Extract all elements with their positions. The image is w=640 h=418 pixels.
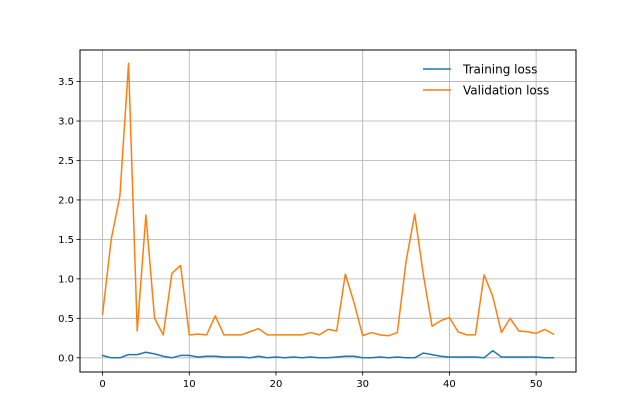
legend-label: Training loss xyxy=(462,63,537,77)
y-tick-label: 1.0 xyxy=(58,274,74,285)
y-tick-label: 2.0 xyxy=(58,195,74,206)
y-tick-label: 1.5 xyxy=(58,235,74,246)
series-line-validation-loss xyxy=(101,62,555,337)
y-tick-label: 3.5 xyxy=(58,77,74,88)
series-lines xyxy=(101,62,555,359)
series-line-training-loss xyxy=(101,349,555,359)
y-tick-label: 3.0 xyxy=(58,117,74,128)
grid-lines xyxy=(80,50,576,372)
x-tick-label: 50 xyxy=(530,379,543,390)
axis-ticks: 0 10 20 30 40 50 0.0 0.5 1.0 1.5 2.0 2.5 3.0 3.5 xyxy=(58,77,542,390)
y-tick-label: 0.0 xyxy=(58,353,74,364)
y-tick-label: 0.5 xyxy=(58,314,74,325)
plot-area-frame xyxy=(79,49,577,373)
x-tick-label: 20 xyxy=(270,379,283,390)
x-tick-label: 40 xyxy=(443,379,456,390)
x-tick-label: 0 xyxy=(99,379,105,390)
legend: Training loss Validation loss xyxy=(423,63,549,98)
legend-label: Validation loss xyxy=(463,84,549,98)
y-tick-label: 2.5 xyxy=(58,156,74,167)
x-tick-label: 30 xyxy=(356,379,369,390)
x-tick-label: 10 xyxy=(183,379,196,390)
